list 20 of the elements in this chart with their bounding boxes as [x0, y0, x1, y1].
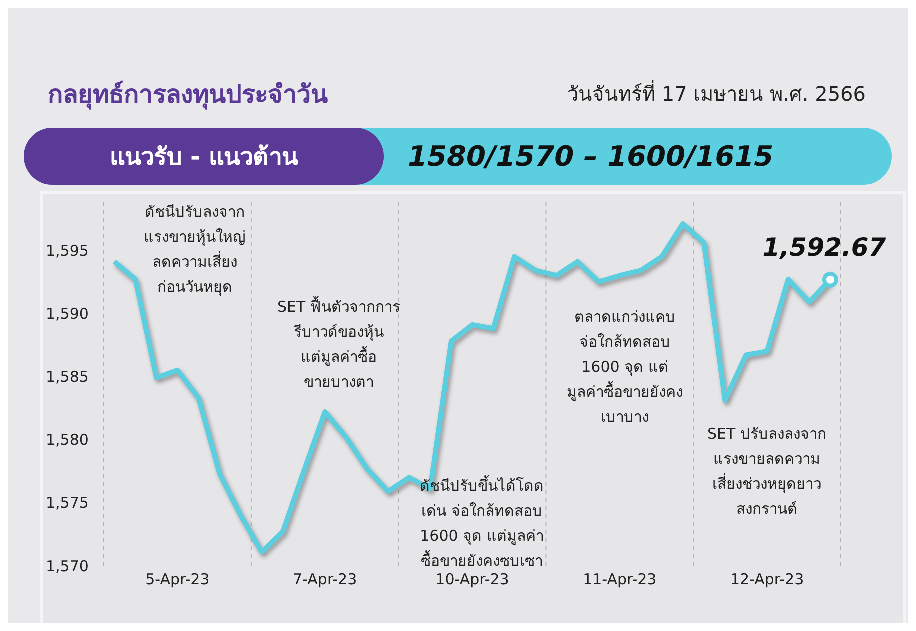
y-tick-label: 1,570	[46, 557, 89, 576]
annotation: ดัชนีปรับลงจาก แรงขายหุ้นใหญ่ ลดความเสี่ยง ก่อนวันหยุด	[143, 202, 247, 298]
y-tick-label: 1,585	[46, 368, 89, 386]
annotation: SET ฟื้นตัวจากการ รีบาวด์ของหุ้น แต่มูลค่าซื้อ ขายบางตา	[276, 295, 402, 393]
y-tick-label: 1,580	[46, 431, 89, 450]
x-tick-label: 5-Apr-23	[146, 570, 210, 589]
text: แนวรับ - แนวต้าน	[24, 128, 384, 185]
x-tick-label: 10-Apr-23	[436, 570, 510, 589]
chart-subtitle: วันจันทร์ที่ 17 เมษายน พ.ศ. 2566	[568, 80, 866, 108]
chart-title: กลยุทธ์การลงทุนประจำวัน	[48, 79, 328, 112]
text: 1580/1570 – 1600/1615	[408, 139, 775, 175]
x-tick-label: 7-Apr-23	[293, 570, 358, 589]
annotation: 1,592.67	[762, 232, 887, 262]
annotation: SET ปรับลงลงจาก แรงขายลดความ เสี่ยงช่วงหยุดยาว สงกรานต์	[706, 424, 828, 520]
x-tick-label: 12-Apr-23	[730, 570, 804, 589]
y-tick-label: 1,575	[46, 494, 89, 512]
y-tick-label: 1,590	[46, 304, 89, 323]
x-tick-label: 11-Apr-23	[583, 570, 657, 589]
y-tick-label: 1,595	[46, 242, 89, 260]
annotation: ตลาดแกว่งแคบ จ่อใกล้ทดสอบ 1600 จุด แต่ มูลค่าซื้อขายยังคง เบาบาง	[566, 307, 684, 428]
